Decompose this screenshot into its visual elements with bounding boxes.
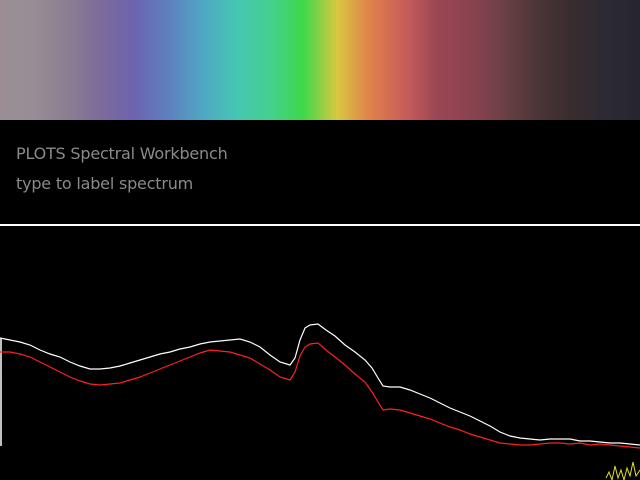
label-spectrum-input[interactable]: type to label spectrum (16, 174, 194, 193)
spectrum-image (0, 0, 640, 120)
spectrum-gradient (0, 0, 640, 120)
series-line-red (0, 342, 640, 449)
spectrum-plot (0, 323, 640, 480)
divider (0, 224, 640, 226)
app-title: PLOTS Spectral Workbench (16, 144, 228, 163)
series-line-yellow (605, 461, 640, 480)
series-line-white (0, 323, 640, 446)
header-panel: PLOTS Spectral Workbench type to label s… (0, 120, 640, 224)
